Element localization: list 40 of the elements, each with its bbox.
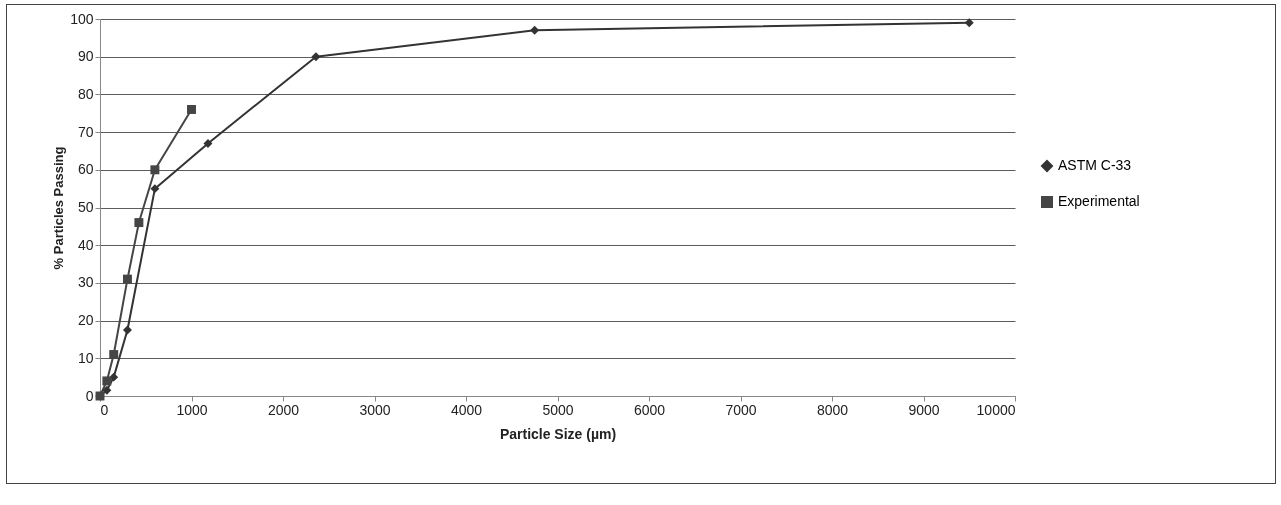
x-tick-label: 9000 xyxy=(908,401,940,418)
point xyxy=(311,52,321,62)
x-tick-label: 8000 xyxy=(816,401,849,418)
y-tick-label: 0 xyxy=(85,387,94,404)
point xyxy=(102,385,112,395)
legend-label: ASTM C-33 xyxy=(1058,157,1132,173)
legend-label: Experimental xyxy=(1058,193,1140,209)
y-tick-label: 50 xyxy=(77,199,94,215)
x-tick-label: 7000 xyxy=(725,401,757,418)
x-tick-label: 6000 xyxy=(633,401,666,418)
y-axis-title: % Particles Passing xyxy=(51,146,67,270)
x-tick-label: 0 xyxy=(100,401,109,418)
x-tick-label: 10000 xyxy=(976,401,1016,418)
point xyxy=(109,372,119,382)
point xyxy=(122,325,132,335)
point xyxy=(102,376,112,386)
x-tick-label: 2000 xyxy=(267,401,300,418)
point xyxy=(150,184,160,194)
x-tick-label: 4000 xyxy=(450,401,483,418)
y-tick-label: 20 xyxy=(77,312,94,329)
x-axis-title: Particle Size (µm) xyxy=(499,425,617,442)
y-tick-label: 70 xyxy=(77,123,94,140)
point xyxy=(187,105,196,114)
point xyxy=(122,274,132,284)
y-tick-label: 40 xyxy=(77,236,94,253)
point xyxy=(964,18,974,28)
point xyxy=(150,165,160,175)
point xyxy=(134,218,144,228)
y-tick-label: 100 xyxy=(70,10,94,27)
point xyxy=(530,25,540,35)
x-tick-label: 5000 xyxy=(542,401,574,418)
y-tick-label: 10 xyxy=(77,349,94,366)
x-tick-label: 1000 xyxy=(176,401,208,418)
y-tick-label: 60 xyxy=(77,161,94,178)
y-tick-label: 90 xyxy=(77,48,94,65)
point xyxy=(109,350,119,359)
point xyxy=(203,138,213,148)
y-tick-label: 80 xyxy=(77,85,94,102)
x-tick-label: 3000 xyxy=(359,401,391,418)
y-tick-label: 30 xyxy=(77,274,94,291)
